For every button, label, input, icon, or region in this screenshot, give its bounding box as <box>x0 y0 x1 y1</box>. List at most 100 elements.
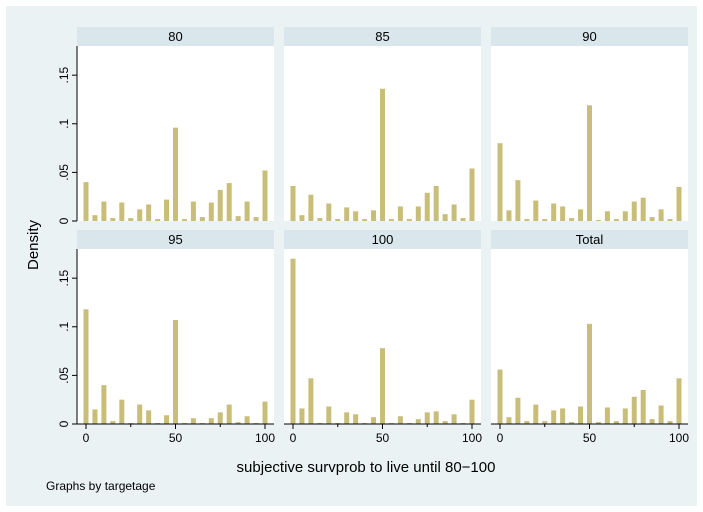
bar <box>290 258 296 424</box>
bar <box>253 217 259 221</box>
bar <box>667 421 673 424</box>
bar <box>371 417 377 424</box>
bar <box>83 309 89 424</box>
y-tick-label: 0 <box>57 420 71 427</box>
bar <box>524 219 530 221</box>
bar <box>290 186 296 221</box>
bar <box>362 219 368 221</box>
y-tick-label: .05 <box>57 367 71 384</box>
bar <box>578 209 584 221</box>
bar <box>469 399 475 424</box>
bar <box>622 408 628 424</box>
bar <box>235 422 241 424</box>
bar <box>226 404 232 424</box>
panel-100: 100 0 50 100 <box>284 230 482 445</box>
y-tick-label: .1 <box>57 321 71 331</box>
bar <box>110 421 116 424</box>
bar <box>235 216 241 221</box>
bar <box>299 408 305 424</box>
bar <box>604 211 610 221</box>
bar <box>244 416 250 424</box>
bar <box>524 421 530 424</box>
bar <box>515 180 521 221</box>
bar <box>551 410 557 424</box>
bar <box>226 183 232 221</box>
bar <box>217 189 223 221</box>
panel-85: 85 <box>284 27 481 221</box>
y-tick-label: .05 <box>57 164 71 181</box>
bar <box>578 406 584 424</box>
bar <box>406 219 412 221</box>
bar <box>551 203 557 221</box>
bar <box>208 202 214 221</box>
x-tick-label: 0 <box>497 431 504 445</box>
x-axis-label: subjective survprob to live until 80−100 <box>237 459 496 476</box>
bar <box>173 127 178 221</box>
bar <box>460 218 466 221</box>
panel-95: 95 0 .05 .1 .15 0 50 100 <box>57 230 275 445</box>
bar <box>595 422 601 424</box>
bar <box>631 396 637 424</box>
bar <box>595 220 601 221</box>
bar <box>119 202 125 221</box>
bar <box>110 218 116 221</box>
panel-header <box>284 230 481 249</box>
bar <box>622 211 628 221</box>
y-tick-label: .15 <box>57 270 71 287</box>
x-tick-label: 0 <box>290 431 297 445</box>
y-axis-label: Density <box>25 219 42 270</box>
bar <box>119 399 125 424</box>
bar <box>506 210 512 221</box>
bar <box>101 385 107 424</box>
bar <box>344 412 350 424</box>
bar <box>317 218 323 221</box>
panel-title: 100 <box>372 232 394 247</box>
x-tick-label: 100 <box>669 431 689 445</box>
bar <box>128 218 134 221</box>
bar <box>533 200 539 221</box>
panel-80: 80 0 .05 .1 .15 <box>57 27 274 224</box>
bar <box>173 319 178 424</box>
bar <box>649 217 655 221</box>
bar <box>208 418 214 424</box>
bar <box>569 422 575 424</box>
bar <box>533 404 539 424</box>
bar <box>631 201 637 221</box>
bar <box>92 215 98 221</box>
bar <box>308 194 314 221</box>
bar <box>442 214 448 221</box>
y-tick-label: 0 <box>57 217 71 224</box>
bar <box>415 419 421 424</box>
bar <box>515 397 521 424</box>
bar <box>164 199 170 221</box>
panel-total: Total 0 50 100 <box>491 230 689 445</box>
bar <box>146 204 152 221</box>
bar <box>587 323 592 424</box>
panel-title: 90 <box>582 29 596 44</box>
bar <box>101 201 107 221</box>
panel-title: Total <box>576 232 604 247</box>
bar <box>587 105 592 221</box>
bar <box>164 415 170 424</box>
bar <box>640 197 646 221</box>
bar <box>604 407 610 424</box>
bar <box>451 204 457 221</box>
panel-header <box>491 27 688 46</box>
bar <box>560 408 566 424</box>
bar <box>190 201 196 221</box>
bar <box>542 219 548 221</box>
x-tick-label: 0 <box>83 431 90 445</box>
bar <box>424 412 430 424</box>
bar <box>442 421 448 424</box>
bar <box>560 206 566 221</box>
bar <box>217 412 223 424</box>
bar <box>506 417 512 424</box>
bar <box>326 203 332 221</box>
panel-90: 90 <box>491 27 688 221</box>
bar <box>353 211 359 221</box>
panel-title: 80 <box>168 29 182 44</box>
panel-header <box>77 27 274 46</box>
bar <box>658 405 664 424</box>
panel-header <box>491 230 688 249</box>
